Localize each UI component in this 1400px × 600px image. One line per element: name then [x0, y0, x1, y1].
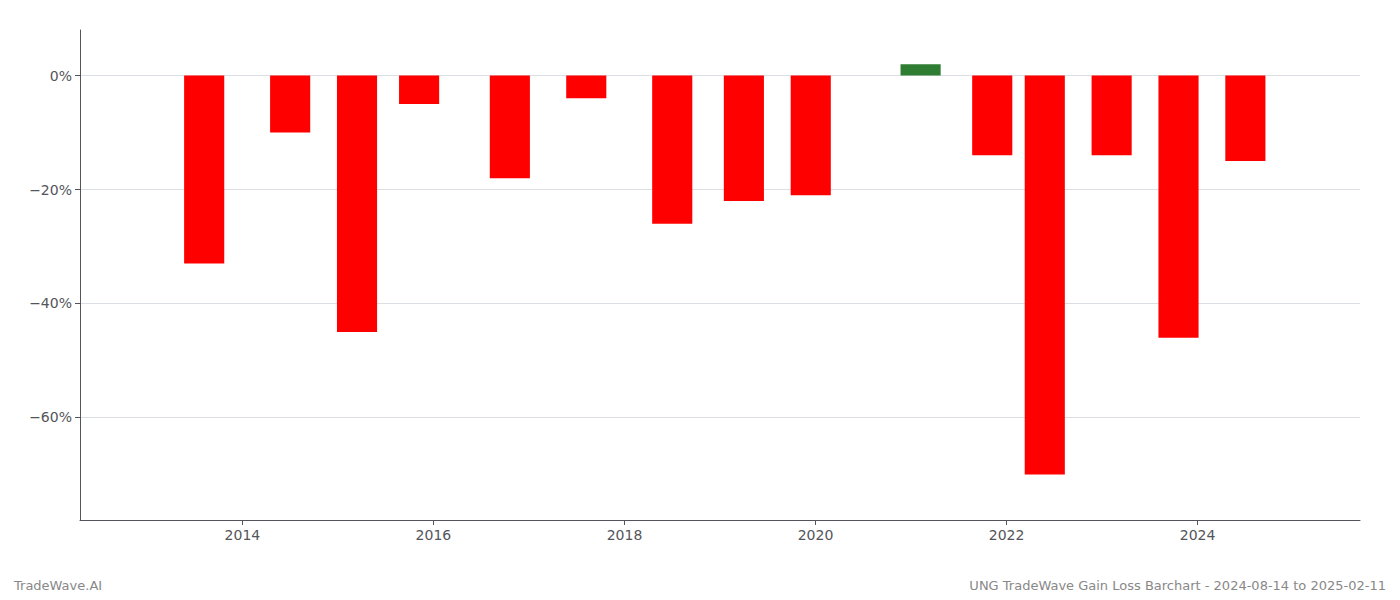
svg-text:2016: 2016: [416, 527, 452, 543]
svg-text:−40%: −40%: [29, 295, 72, 311]
svg-text:2024: 2024: [1180, 527, 1216, 543]
svg-text:TradeWave.AI: TradeWave.AI: [13, 578, 102, 593]
svg-text:2014: 2014: [225, 527, 261, 543]
svg-text:−20%: −20%: [29, 182, 72, 198]
svg-text:UNG TradeWave Gain Loss Barcha: UNG TradeWave Gain Loss Barchart - 2024-…: [969, 578, 1386, 593]
svg-text:2018: 2018: [607, 527, 643, 543]
svg-text:0%: 0%: [50, 68, 72, 84]
svg-text:2022: 2022: [989, 527, 1025, 543]
svg-text:−60%: −60%: [29, 409, 72, 425]
svg-text:2020: 2020: [798, 527, 834, 543]
